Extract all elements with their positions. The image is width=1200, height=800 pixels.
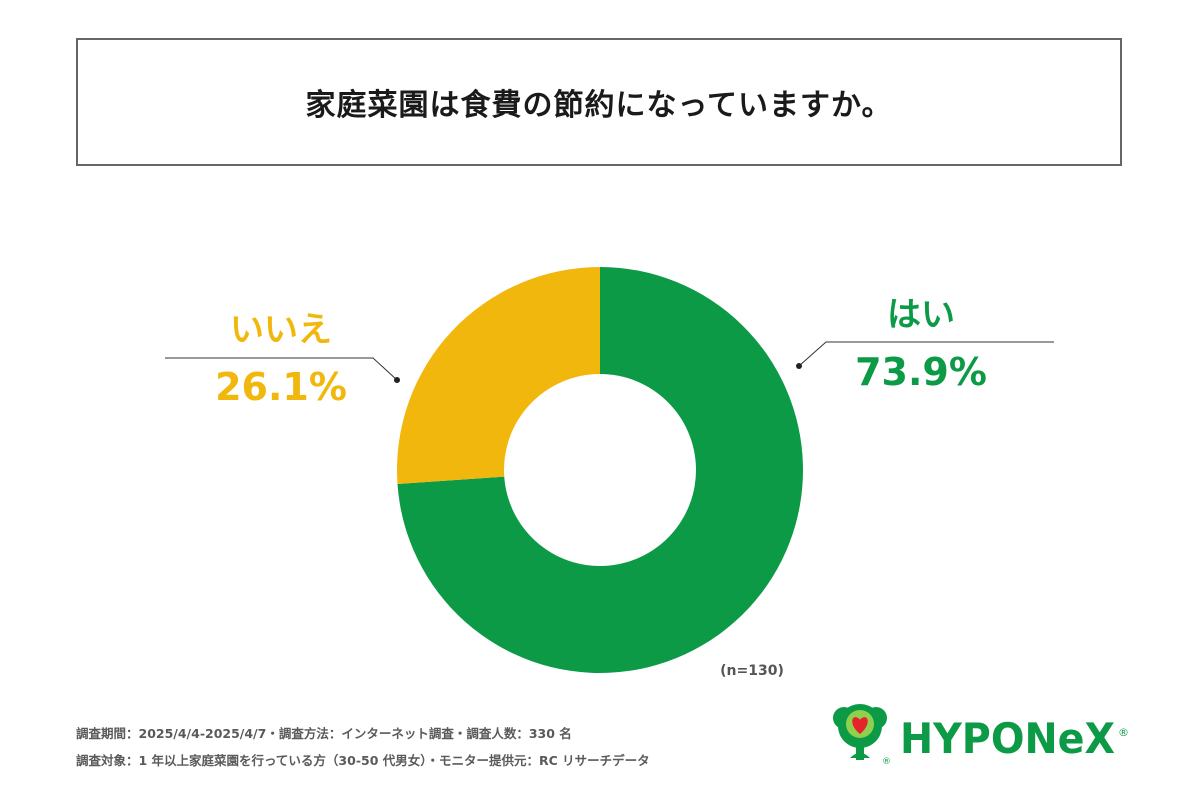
- slice-value-yes: 73.9%: [855, 350, 987, 394]
- chart-title: 家庭菜園は食費の節約になっていますか。: [305, 88, 893, 123]
- survey-footnote-1: 調査期間：2025/4/4-2025/4/7・調査方法：インターネット調査・調査…: [76, 726, 572, 741]
- callout-line-yes: [798, 341, 1054, 367]
- slice-value-no: 26.1%: [215, 365, 347, 409]
- callout-line-no: [165, 357, 398, 381]
- pie-slice-no: [397, 267, 600, 485]
- logo-wordmark: HYPONeX: [900, 714, 1115, 763]
- hyponex-logo: HYPONeX ® ®: [833, 704, 1129, 767]
- logo-registered-mark: ®: [1118, 726, 1129, 739]
- title-box: 家庭菜園は食費の節約になっていますか。: [76, 38, 1122, 166]
- callout-dot-yes: [796, 363, 802, 369]
- slice-label-yes: はい: [887, 295, 955, 335]
- logo-registered-mark-small: ®: [882, 757, 891, 767]
- sample-size-note: (n=130): [720, 663, 784, 679]
- survey-footnote-2: 調査対象：1 年以上家庭菜園を行っている方（30-50 代男女）・モニター提供元…: [76, 753, 650, 768]
- callout-dot-no: [394, 377, 400, 383]
- pie-slice-yes: [397, 267, 803, 673]
- slice-label-no: いいえ: [230, 310, 332, 350]
- tree-heart-icon: [833, 704, 887, 760]
